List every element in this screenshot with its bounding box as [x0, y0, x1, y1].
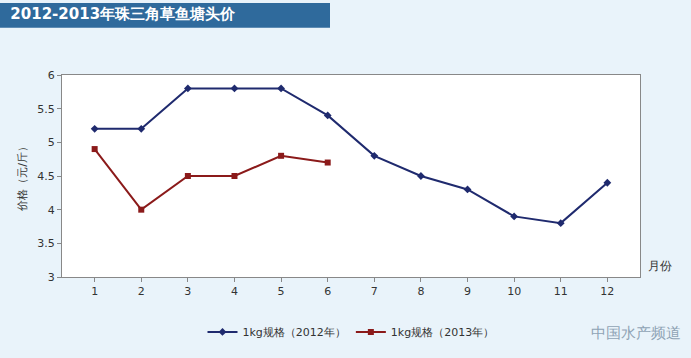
svg-text:中国水产频道: 中国水产频道	[591, 324, 681, 342]
svg-text:10: 10	[507, 285, 521, 298]
svg-text:4: 4	[231, 285, 238, 298]
svg-text:12: 12	[600, 285, 614, 298]
svg-text:2: 2	[138, 285, 145, 298]
svg-text:5.5: 5.5	[37, 103, 55, 116]
svg-text:4: 4	[48, 204, 55, 217]
svg-text:2012-2013年珠三角草鱼塘头价: 2012-2013年珠三角草鱼塘头价	[10, 5, 236, 23]
svg-text:5: 5	[278, 285, 285, 298]
svg-text:1kg规格（2012年）: 1kg规格（2012年）	[243, 326, 346, 339]
svg-text:8: 8	[417, 285, 424, 298]
svg-text:9: 9	[464, 285, 471, 298]
svg-text:1kg规格（2013年）: 1kg规格（2013年）	[391, 326, 494, 339]
svg-text:7: 7	[371, 285, 378, 298]
svg-text:3.5: 3.5	[37, 237, 55, 250]
svg-text:3: 3	[48, 271, 55, 284]
svg-text:1: 1	[91, 285, 98, 298]
svg-text:6: 6	[48, 69, 55, 82]
svg-text:4.5: 4.5	[37, 170, 55, 183]
svg-text:6: 6	[324, 285, 331, 298]
svg-text:5: 5	[48, 136, 55, 149]
svg-text:3: 3	[184, 285, 191, 298]
svg-text:月份: 月份	[648, 259, 672, 273]
svg-text:11: 11	[554, 285, 568, 298]
svg-text:价格（元/斤）: 价格（元/斤）	[16, 141, 29, 212]
